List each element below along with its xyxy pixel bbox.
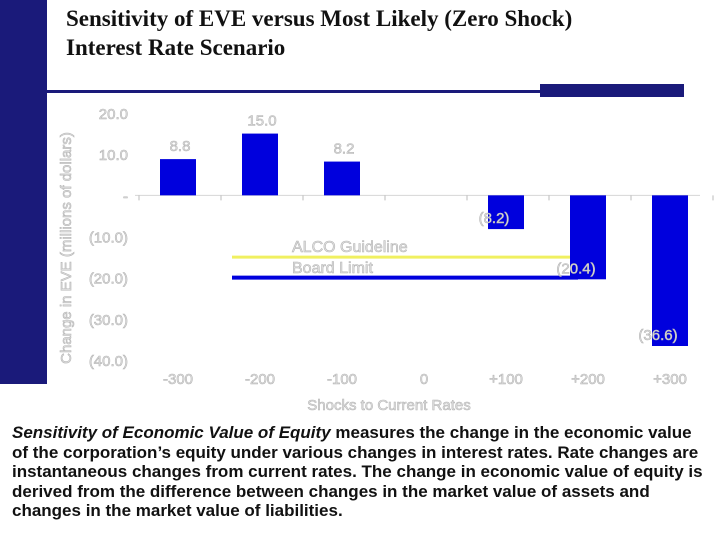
slide-title: Sensitivity of EVE versus Most Likely (Z… xyxy=(66,4,706,62)
bar xyxy=(324,161,360,196)
bar xyxy=(160,159,196,196)
title-rule-accent xyxy=(540,84,684,97)
left-accent-bar xyxy=(0,0,47,384)
x-tick-label: +100 xyxy=(489,371,523,388)
y-tick-label: - xyxy=(123,188,128,205)
x-tick-label: +300 xyxy=(653,371,687,388)
x-tick-label: -300 xyxy=(163,371,193,388)
x-tick-label: 0 xyxy=(420,371,428,388)
reference-line-label: ALCO Guideline xyxy=(292,239,408,256)
y-tick-label: (20.0) xyxy=(89,271,128,288)
y-axis-title: Change in EVE (millions of dollars) xyxy=(58,132,75,364)
data-label: 15.0 xyxy=(247,113,276,130)
y-tick-label: (10.0) xyxy=(89,230,128,247)
y-tick-label: (30.0) xyxy=(89,312,128,329)
reference-line-label: Board Limit xyxy=(292,260,373,277)
data-label: 8.8 xyxy=(170,138,191,155)
caption-lead: Sensitivity of Economic Value of Equity xyxy=(12,423,331,442)
data-label: (36.6) xyxy=(638,327,677,344)
caption-text: Sensitivity of Economic Value of Equity … xyxy=(12,423,712,521)
x-tick-label: -100 xyxy=(327,371,357,388)
x-tick-label: +200 xyxy=(571,371,605,388)
title-line-1: Sensitivity of EVE versus Most Likely (Z… xyxy=(66,6,573,31)
caption-body: measures the change in the economic valu… xyxy=(12,423,703,520)
data-label: (8.2) xyxy=(479,210,510,227)
data-label: (20.4) xyxy=(556,260,595,277)
x-tick-label: -200 xyxy=(245,371,275,388)
y-tick-label: 20.0 xyxy=(99,106,128,123)
eve-sensitivity-chart: 20.0 10.0 - (10.0) (20.0) (30.0) (40.0) ALCO Gu… xyxy=(58,106,714,414)
y-tick-label: 10.0 xyxy=(99,147,128,164)
y-tick-label: (40.0) xyxy=(89,353,128,370)
title-line-2: Interest Rate Scenario xyxy=(66,35,286,60)
x-axis-title: Shocks to Current Rates xyxy=(307,397,470,414)
title-rule xyxy=(0,90,540,93)
bar xyxy=(488,195,524,230)
bar xyxy=(652,195,688,347)
bar xyxy=(242,133,278,196)
data-label: 8.2 xyxy=(334,141,355,158)
bar xyxy=(570,195,606,280)
